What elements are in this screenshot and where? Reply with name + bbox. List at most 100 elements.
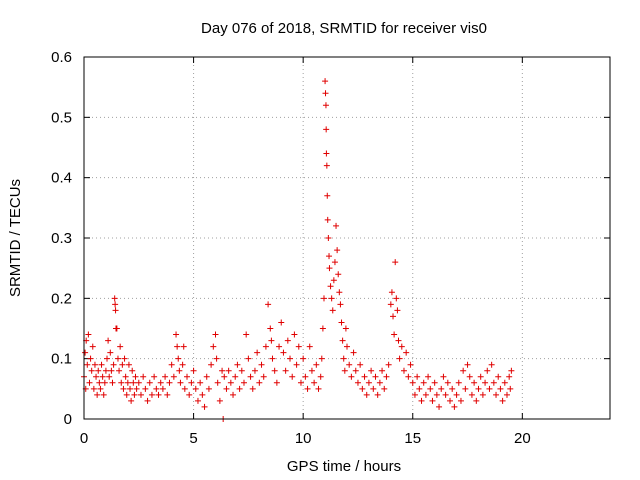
data-point xyxy=(348,373,355,380)
data-point xyxy=(442,391,449,398)
data-point xyxy=(379,367,386,374)
data-point xyxy=(201,403,208,410)
data-point xyxy=(449,385,456,392)
data-point xyxy=(313,361,320,368)
data-point xyxy=(180,343,187,350)
data-point xyxy=(197,379,204,386)
data-point xyxy=(192,385,199,392)
y-tick-label: 0.3 xyxy=(51,230,72,247)
data-point xyxy=(475,385,482,392)
data-point xyxy=(315,385,322,392)
data-point xyxy=(258,361,265,368)
data-point xyxy=(499,397,506,404)
data-point xyxy=(123,391,130,398)
data-point xyxy=(396,355,403,362)
data-point xyxy=(400,367,407,374)
data-point xyxy=(101,379,108,386)
data-point xyxy=(393,295,400,302)
data-point xyxy=(320,295,327,302)
data-point xyxy=(96,379,103,386)
data-point xyxy=(107,349,114,356)
data-point xyxy=(433,391,440,398)
data-point xyxy=(457,397,464,404)
data-point xyxy=(82,349,89,356)
data-point xyxy=(323,150,330,157)
data-point xyxy=(338,319,345,326)
data-point xyxy=(329,307,336,314)
data-point xyxy=(100,391,107,398)
data-point xyxy=(186,391,193,398)
data-point xyxy=(311,379,318,386)
data-point xyxy=(151,373,158,380)
chart-title: Day 076 of 2018, SRMTID for receiver vis… xyxy=(201,20,487,37)
data-point xyxy=(440,373,447,380)
data-point xyxy=(194,397,201,404)
data-point xyxy=(411,391,418,398)
data-point xyxy=(403,349,410,356)
data-point xyxy=(116,367,123,374)
data-point xyxy=(438,385,445,392)
data-point xyxy=(354,379,361,386)
data-point xyxy=(484,367,491,374)
y-tick-label: 0 xyxy=(64,411,72,428)
data-point xyxy=(322,78,329,85)
data-point xyxy=(337,301,344,308)
y-tick-label: 0.2 xyxy=(51,290,72,307)
data-point xyxy=(391,331,398,338)
data-point xyxy=(86,379,93,386)
data-point xyxy=(418,397,425,404)
data-point xyxy=(460,367,467,374)
data-point xyxy=(273,379,280,386)
data-point xyxy=(227,379,234,386)
data-point xyxy=(323,126,330,133)
data-point xyxy=(247,373,254,380)
data-point xyxy=(436,403,443,410)
data-point xyxy=(317,373,324,380)
data-point xyxy=(468,391,475,398)
data-point xyxy=(155,391,162,398)
x-tick-label: 0 xyxy=(80,430,88,447)
data-point xyxy=(284,337,291,344)
data-point xyxy=(135,379,142,386)
data-point xyxy=(508,367,515,374)
data-point xyxy=(268,337,275,344)
y-axis-label: SRMTID / TECUs xyxy=(7,179,24,297)
data-point xyxy=(199,391,206,398)
data-point xyxy=(295,343,302,350)
data-point xyxy=(119,361,126,368)
data-point xyxy=(395,337,402,344)
data-point xyxy=(327,283,334,290)
y-tick-label: 0.1 xyxy=(51,351,72,368)
data-point xyxy=(503,391,510,398)
data-point xyxy=(479,391,486,398)
data-point xyxy=(221,373,228,380)
data-point xyxy=(157,379,164,386)
data-point xyxy=(166,379,173,386)
data-point xyxy=(87,355,94,362)
data-point xyxy=(131,391,138,398)
data-point xyxy=(291,331,298,338)
data-point xyxy=(122,373,129,380)
data-point xyxy=(175,355,182,362)
data-point xyxy=(168,361,175,368)
data-point xyxy=(451,403,458,410)
data-point xyxy=(148,391,155,398)
data-point xyxy=(89,343,96,350)
data-point xyxy=(473,397,480,404)
data-point xyxy=(306,343,313,350)
data-point xyxy=(254,349,261,356)
data-point xyxy=(493,391,500,398)
data-point xyxy=(269,355,276,362)
data-point xyxy=(477,373,484,380)
data-point xyxy=(179,361,186,368)
data-point xyxy=(205,385,212,392)
data-point xyxy=(184,373,191,380)
data-point xyxy=(339,337,346,344)
data-point xyxy=(455,379,462,386)
y-tick-label: 0.6 xyxy=(51,49,72,66)
data-point xyxy=(159,385,166,392)
data-point xyxy=(146,379,153,386)
data-point xyxy=(376,379,383,386)
data-point xyxy=(490,379,497,386)
